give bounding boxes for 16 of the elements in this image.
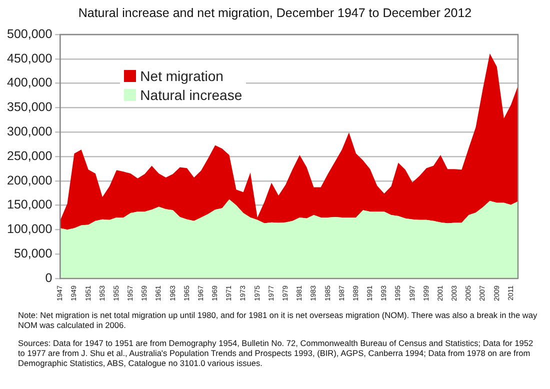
y-tick-label: 100,000 [6,222,52,236]
y-tick-label: 350,000 [6,100,52,114]
text: Note: Net migration is net total migration up until 1980, and for 1981 on it is net overseas migration (NOM). There was also a break in the way NOM was calculated in 2006. [18,310,538,330]
legend-label: Natural increase [140,87,242,103]
y-tick-label: 200,000 [6,173,52,188]
y-tick-label: 150,000 [6,198,52,212]
legend-label: Net migration [140,68,224,84]
y-tick-label: 0 [45,270,52,285]
source-note: Sources: Data for 1947 to 1951 are from Demography 1954, Bulletin No. 72, Commonwealth Bureau of Census and Statistics; Data for 1952 to 1977 are from J. Shu et al., Australia's Population Trends and Prospects 1993, (BIR), AGPS, Canberra 1994; Data from 1978 on are from Demographic Statistics, ABS, Catalogue no 3101.0 various issues. [18,338,534,368]
y-tick-label: 50,000 [14,246,52,260]
y-tick-label: 500,000 [6,26,52,41]
y-tick-label: 450,000 [6,51,52,66]
chart-title: Natural increase and net migration, December 1947 to December 2012 [77,6,473,20]
y-tick-label: 250,000 [6,148,52,163]
y-tick-label: 400,000 [6,76,52,90]
y-tick-label: 300,000 [6,124,52,139]
